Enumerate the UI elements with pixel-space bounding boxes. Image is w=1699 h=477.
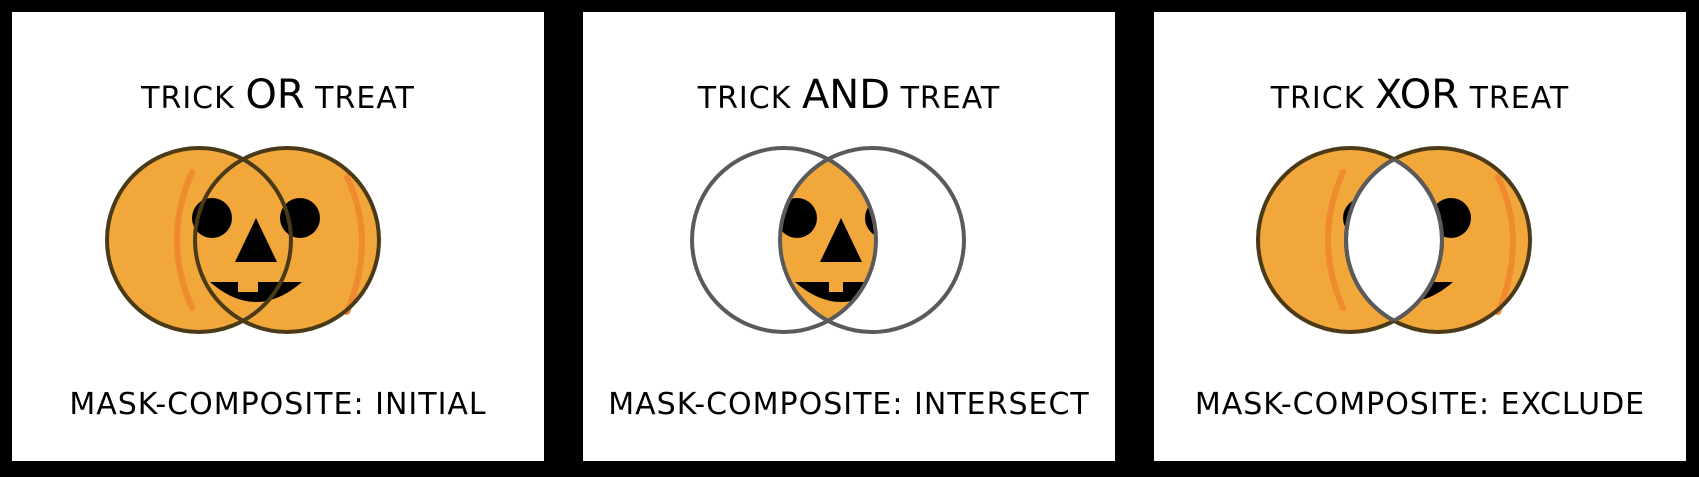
panel-title: TRICK AND TREAT [583,72,1115,118]
pumpkin-or-diagram [105,146,381,334]
panel-intersect: TRICK AND TREAT MASK-COMPOSITE: INTERSEC… [579,8,1119,465]
title-word-treat: TREAT [1469,81,1570,116]
pumpkin-tooth [244,280,258,292]
treat-outline [778,146,966,334]
panel-title: TRICK OR TREAT [12,72,544,118]
trick-outline [690,146,878,334]
pumpkin-rib-left [1325,169,1346,311]
title-word-trick: TRICK [1270,81,1365,116]
pumpkin-xor-diagram [1256,146,1532,334]
excluded-overlap [1346,148,1442,332]
title-word-treat: TREAT [900,81,1001,116]
exclude-region [1258,148,1530,332]
panel-exclude: TRICK XOR TREAT MASK-COMPOSITE: EXCLUDE [1150,8,1690,465]
pumpkin-tooth [829,280,843,292]
pumpkin-nose [235,218,277,262]
panel-caption: MASK-COMPOSITE: INTERSECT [608,387,1090,422]
panel-caption: MASK-COMPOSITE: EXCLUDE [1194,387,1646,422]
title-word-treat: TREAT [315,81,415,116]
treat-pumpkin [195,148,379,332]
pumpkin-and-diagram [690,146,966,334]
title-word-trick: TRICK [141,81,235,116]
treat-outline [193,146,381,334]
pumpkin-rib-right [1495,174,1516,315]
title-operator: OR [245,72,305,118]
title-operator: AND [801,72,891,118]
panel-title: TRICK XOR TREAT [1154,72,1686,118]
title-word-trick: TRICK [697,81,792,116]
trick-outline [105,146,293,334]
panel-caption: MASK-COMPOSITE: INITIAL [69,387,487,422]
panel-initial: TRICK OR TREAT MASK-COMPOSITE: INITIAL [8,8,548,465]
pumpkin-eye-right [280,198,320,238]
pumpkin-rib-left [174,169,195,311]
pumpkin-eye-right [865,198,876,238]
pumpkin-rib-right [344,174,365,315]
title-operator: XOR [1374,72,1460,118]
pumpkin-nose [820,218,862,262]
